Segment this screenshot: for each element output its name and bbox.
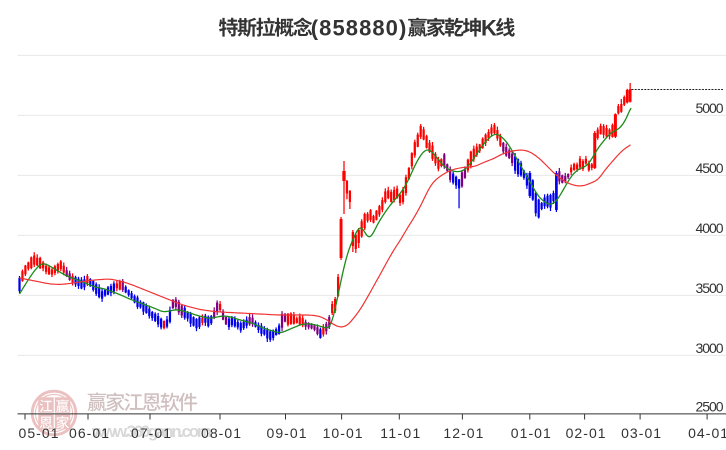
svg-text:3000: 3000	[696, 340, 724, 356]
svg-text:06-01: 06-01	[69, 425, 109, 441]
svg-text:01-01: 01-01	[511, 425, 551, 441]
svg-text:09-01: 09-01	[267, 425, 307, 441]
svg-text:11-01: 11-01	[380, 425, 420, 441]
svg-text:05-01: 05-01	[19, 425, 59, 441]
svg-text:(858880): (858880)	[311, 16, 407, 41]
svg-text:12-01: 12-01	[443, 425, 483, 441]
svg-text:3500: 3500	[696, 280, 724, 296]
svg-text:04-01: 04-01	[688, 425, 726, 441]
svg-text:4000: 4000	[696, 220, 724, 236]
svg-text:07-01: 07-01	[131, 425, 171, 441]
svg-text:03-01: 03-01	[621, 425, 661, 441]
svg-text:02-01: 02-01	[566, 425, 606, 441]
svg-text:08-01: 08-01	[201, 425, 241, 441]
svg-text:K: K	[481, 16, 497, 41]
svg-text:www.360gann.com: www.360gann.com	[91, 422, 212, 441]
svg-text:2500: 2500	[696, 399, 724, 415]
svg-text:4500: 4500	[696, 160, 724, 176]
svg-text:5000: 5000	[696, 100, 724, 116]
svg-text:10-01: 10-01	[323, 425, 363, 441]
